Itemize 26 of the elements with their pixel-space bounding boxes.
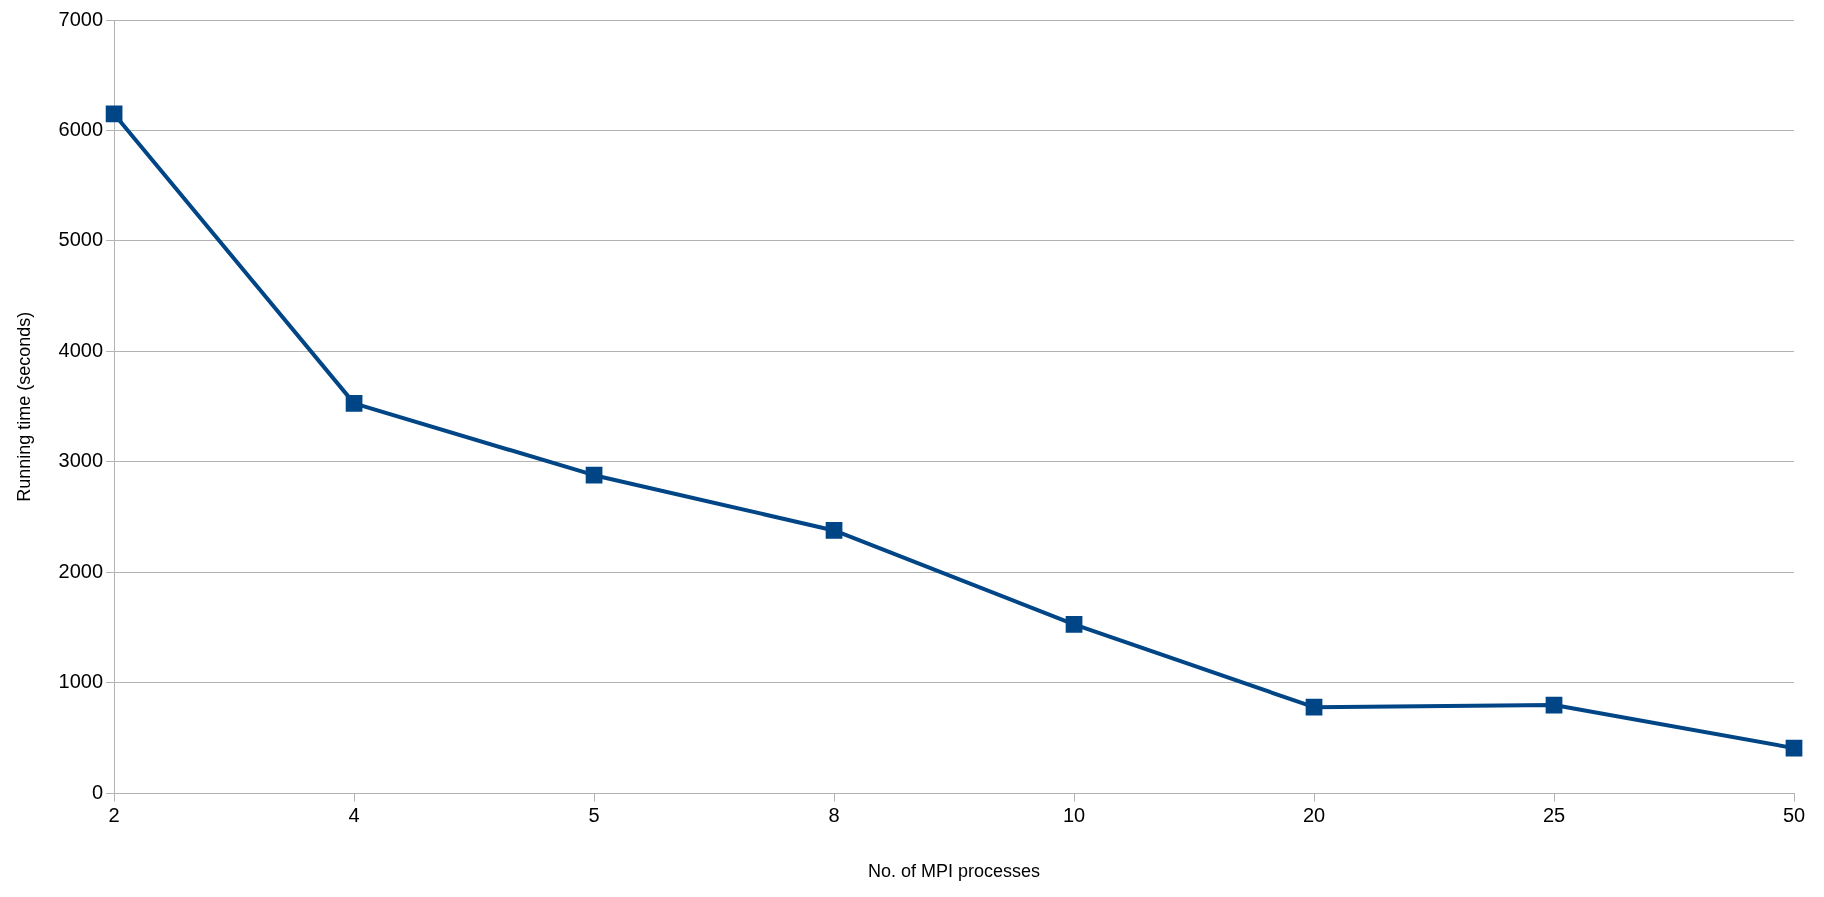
x-tick-label: 20 [1302,803,1326,826]
point [345,395,363,412]
x-tick-label: 2 [108,803,120,826]
y-tick-label: 2000 [58,559,104,582]
x-tick-label: 4 [348,803,360,826]
x-tick-label: 5 [588,803,600,826]
point [825,522,843,539]
point [1065,615,1083,633]
y-tick-label: 0 [91,780,104,803]
y-tick-label: 1000 [58,670,104,693]
y-tick-label: 7000 [58,7,104,30]
x-tick-label: 25 [1542,803,1566,826]
x-axis-title: No. of MPI processes [868,861,1041,882]
y-tick-label: 5000 [58,228,104,251]
x-tick-label: 50 [1782,803,1806,826]
point [1305,698,1323,716]
point [1785,739,1803,757]
y-tick-label: 4000 [58,338,104,361]
y-tick-label: 6000 [58,118,104,140]
point [1545,696,1563,714]
y-tick-label: 3000 [58,449,104,472]
x-tick-label: 8 [828,803,840,826]
point [585,466,603,484]
y-axis-title: Running time (seconds) [13,311,34,502]
point [105,105,123,123]
x-tick-label: 10 [1062,803,1086,826]
